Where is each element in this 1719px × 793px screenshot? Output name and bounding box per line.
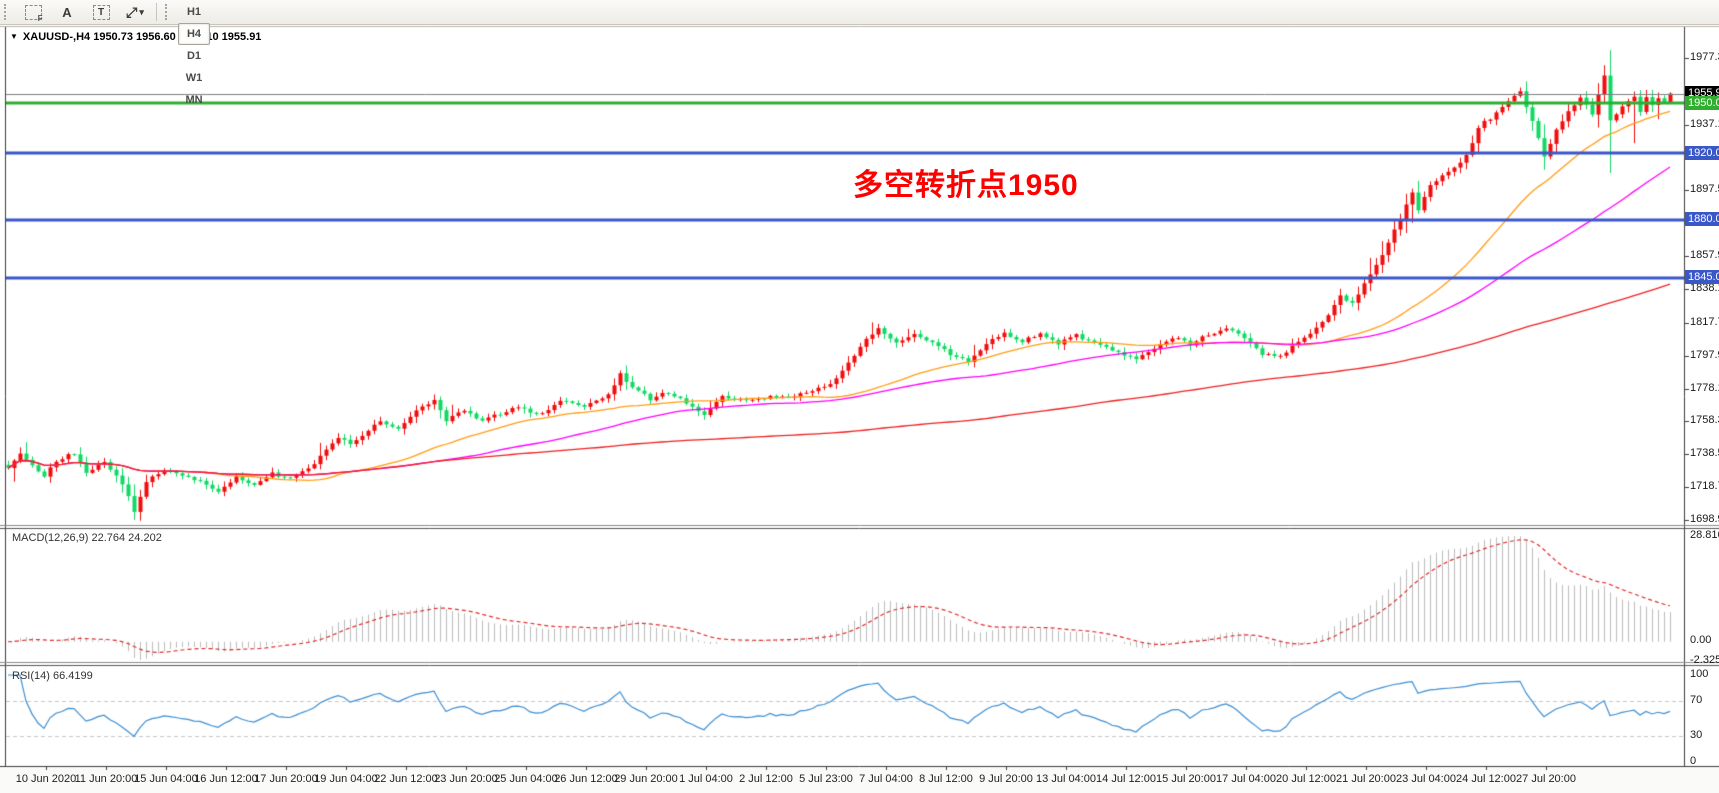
time-axis-label: 22 Jun 12:00	[374, 773, 438, 785]
time-axis-label: 13 Jul 04:00	[1036, 773, 1096, 785]
macd-indicator-label: MACD(12,26,9) 22.764 24.202	[12, 532, 162, 544]
time-axis-label: 25 Jun 04:00	[494, 773, 558, 785]
time-axis-label: 14 Jul 12:00	[1096, 773, 1156, 785]
time-axis-label: 17 Jun 20:00	[254, 773, 318, 785]
dotted-frame-f-icon: F	[24, 4, 43, 23]
dropdown-caret-icon: ▾	[139, 6, 144, 17]
time-axis-label: 27 Jul 20:00	[1516, 773, 1576, 785]
drawing-tools-button[interactable]: ⤢ ▾	[119, 1, 151, 23]
toolbar-grip[interactable]	[4, 4, 10, 20]
time-axis-label: 10 Jun 2020	[15, 773, 77, 785]
text-label-a-icon: A	[62, 4, 72, 20]
time-axis-label: 7 Jul 04:00	[859, 773, 913, 785]
chart-title-text: XAUUSD-,H4 1950.73 1956.60 1950.10 1955.…	[22, 31, 262, 43]
macd-axis-label: -2.325	[1690, 654, 1719, 666]
text-box-icon: T	[92, 4, 110, 20]
time-axis-label: 15 Jun 04:00	[134, 773, 198, 785]
price-tick-label: 1778.1	[1690, 381, 1719, 394]
timeframe-button-h1[interactable]: H1	[186, 6, 202, 18]
dotted-frame-f-button[interactable]: F	[17, 1, 49, 23]
price-tick-label: 1718.7	[1690, 480, 1719, 493]
text-label-button[interactable]: A	[51, 1, 83, 23]
time-axis-label: 5 Jul 23:00	[799, 773, 853, 785]
text-box-button[interactable]: T	[85, 1, 117, 23]
rsi-axis-label: 0	[1690, 755, 1697, 767]
timeframe-button-w1[interactable]: W1	[185, 72, 203, 84]
price-tick-label: 1937.1	[1690, 117, 1719, 130]
price-tick-label: 1797.9	[1690, 348, 1719, 361]
price-tick-label: 1897.5	[1690, 183, 1719, 196]
time-axis-label: 19 Jun 04:00	[314, 773, 378, 785]
price-axis[interactable]	[1684, 28, 1719, 766]
rsi-axis-label: 70	[1690, 694, 1703, 707]
panel-splitter-main-macd[interactable]	[0, 525, 1719, 529]
price-level-badge: 1950.0	[1685, 95, 1719, 110]
price-level-badge: 1920.0	[1685, 145, 1719, 160]
time-axis-label: 26 Jun 12:00	[554, 773, 618, 785]
time-axis-label: 21 Jul 20:00	[1336, 773, 1396, 785]
chart-text-annotation[interactable]: 多空转折点1950	[853, 169, 1079, 202]
macd-axis-label: 28.816	[1690, 529, 1719, 541]
timeframe-buttons: M1M5M15M30H1H4D1W1MN	[177, 0, 211, 111]
time-axis-label: 24 Jul 12:00	[1456, 773, 1516, 785]
rsi-indicator-label: RSI(14) 66.4199	[12, 670, 93, 682]
diagonal-arrows-icon: ⤢	[126, 4, 138, 20]
symbol-dropdown-icon[interactable]: ▼	[10, 32, 18, 41]
price-tick-label: 1977.3	[1690, 51, 1719, 64]
time-axis-label: 23 Jul 04:00	[1396, 773, 1456, 785]
price-tick-label: 1857.9	[1690, 249, 1719, 262]
timeframe-button-d1[interactable]: D1	[186, 50, 202, 62]
time-axis-label: 11 Jun 20:00	[74, 773, 138, 785]
price-tick-label: 1817.7	[1690, 315, 1719, 328]
time-axis-label: 20 Jul 12:00	[1276, 773, 1336, 785]
rsi-axis-label: 100	[1690, 668, 1709, 680]
time-axis[interactable]	[0, 768, 1684, 793]
price-level-badge: 1845.0	[1685, 270, 1719, 285]
price-tick-label: 1698.9	[1690, 513, 1719, 526]
price-level-badge: 1880.0	[1685, 212, 1719, 226]
time-axis-label: 16 Jun 12:00	[194, 773, 258, 785]
price-tick-label: 1738.5	[1690, 447, 1719, 460]
time-axis-label: 1 Jul 04:00	[679, 773, 733, 785]
price-tick-label: 1838.1	[1690, 282, 1719, 295]
time-axis-label: 23 Jun 20:00	[434, 773, 498, 785]
time-axis-label: 2 Jul 12:00	[739, 773, 793, 785]
time-axis-label: 15 Jul 20:00	[1156, 773, 1216, 785]
macd-axis-label: 0.00	[1690, 633, 1712, 646]
time-axis-label: 9 Jul 20:00	[979, 773, 1033, 785]
timeframe-button-mn[interactable]: MN	[185, 94, 203, 106]
toolbar: F A T ⤢ ▾ M1M5M15M30H1H4D1W1MN	[0, 0, 1719, 106]
timeframe-button-h4[interactable]: H4	[178, 23, 210, 45]
time-axis-label: 29 Jun 20:00	[614, 773, 678, 785]
time-axis-label: 8 Jul 12:00	[919, 773, 973, 785]
chart-title: ▼ XAUUSD-,H4 1950.73 1956.60 1950.10 1955…	[10, 31, 261, 43]
price-tick-label: 1758.3	[1690, 414, 1719, 427]
rsi-axis-label: 30	[1690, 728, 1703, 741]
toolbar-separator	[156, 3, 157, 21]
time-axis-label: 17 Jul 04:00	[1216, 773, 1276, 785]
timeframe-toolbar-grip[interactable]	[165, 4, 171, 20]
panel-splitter-macd-rsi[interactable]	[0, 662, 1719, 666]
